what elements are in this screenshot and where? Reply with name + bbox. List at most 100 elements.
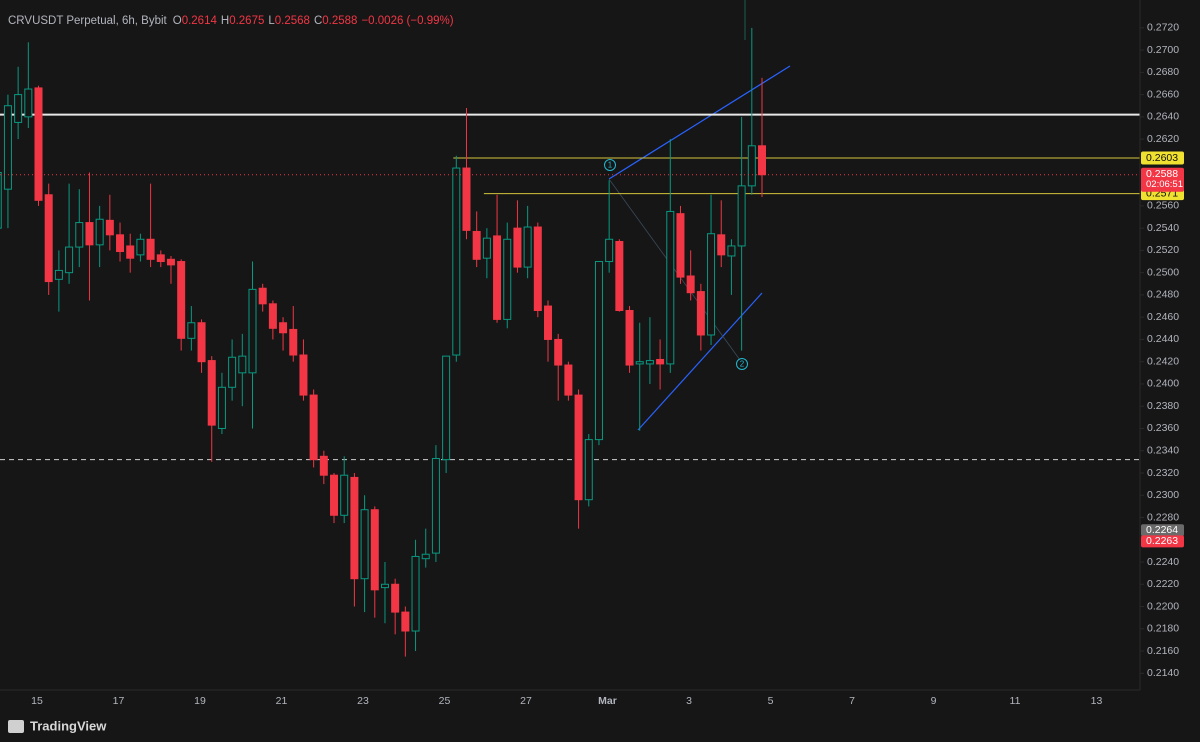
candle-body	[146, 238, 155, 260]
candle-body	[717, 234, 726, 256]
price-badge	[1141, 524, 1184, 537]
candle-body	[696, 291, 705, 336]
candle-body	[207, 360, 216, 426]
x-tick-label: Mar	[598, 695, 617, 707]
candle-body	[14, 94, 23, 123]
candle-body	[116, 234, 125, 253]
x-tick-label: 17	[113, 695, 125, 707]
candle-body	[370, 509, 379, 591]
candle-body	[350, 476, 359, 580]
header-part: 0.2588	[322, 15, 357, 27]
candle-body	[75, 222, 84, 248]
x-tick-label: 25	[439, 695, 451, 707]
y-tick-label: 0.2300	[1147, 489, 1179, 501]
header-part: CRVUSDT Perpetual, 6h, Bybit	[8, 15, 168, 27]
candle-body	[584, 439, 593, 501]
y-tick-label: 0.2280	[1147, 511, 1179, 523]
candle-body	[391, 583, 400, 613]
candle-body	[523, 226, 532, 268]
candle-body	[533, 226, 542, 311]
x-tick-label: 5	[768, 695, 774, 707]
x-tick-label: 3	[686, 695, 692, 707]
y-tick-label: 0.2620	[1147, 133, 1179, 145]
y-tick-label: 0.2180	[1147, 623, 1179, 635]
candle-body	[605, 238, 614, 263]
y-tick-label: 0.2360	[1147, 422, 1179, 434]
y-tick-label: 0.2540	[1147, 222, 1179, 234]
candle-body	[676, 213, 685, 278]
candle-body	[166, 258, 175, 266]
last-price-label: 0.2588	[1146, 168, 1178, 180]
candle-body	[442, 355, 451, 461]
candle-body	[54, 269, 63, 280]
price-badge-label: 0.2263	[1146, 535, 1178, 547]
candle-body	[421, 553, 430, 560]
candle-body	[279, 322, 288, 334]
candle-body	[564, 364, 573, 396]
price-badge-label: 0.2264	[1146, 524, 1178, 536]
brand: TradingView	[8, 718, 107, 733]
candle-body	[268, 303, 277, 329]
y-tick-label: 0.2500	[1147, 266, 1179, 278]
y-tick-label: 0.2520	[1147, 244, 1179, 256]
header-part: C	[314, 15, 322, 27]
x-tick-label: 27	[520, 695, 532, 707]
x-tick-label: 11	[1010, 695, 1021, 707]
candle-body	[554, 338, 563, 366]
y-tick-label: 0.2200	[1147, 600, 1179, 612]
x-tick-label: 19	[194, 695, 206, 707]
annotation-circle	[604, 159, 616, 171]
y-tick-label: 0.2460	[1147, 311, 1179, 323]
header-part: L	[268, 15, 275, 27]
x-tick-label: 13	[1091, 695, 1103, 707]
y-tick-label: 0.2220	[1147, 578, 1179, 590]
candle-body	[299, 354, 308, 396]
candle-body	[452, 167, 461, 356]
x-tick-label: 23	[357, 695, 369, 707]
header: CRVUSDT Perpetual, 6h, Bybit O0.2614 H0.26…	[8, 15, 454, 27]
candle-body	[65, 246, 74, 274]
candle-body	[24, 88, 33, 118]
header-part: 0.2675	[229, 15, 264, 27]
header-part: 0.2614	[182, 15, 218, 27]
header-part: O	[173, 15, 182, 27]
candle-body	[493, 235, 502, 320]
y-tick-label: 0.2340	[1147, 445, 1179, 457]
trend-line	[608, 65, 791, 180]
candle-body	[747, 145, 756, 187]
candle-body	[707, 233, 716, 336]
candle-body	[574, 394, 583, 501]
candle-body	[197, 322, 206, 363]
candle-body	[513, 227, 522, 268]
price-badge	[1141, 535, 1184, 548]
brand-logo	[8, 720, 24, 733]
y-tick-label: 0.2160	[1147, 645, 1179, 657]
plot-area	[0, 0, 1140, 657]
candle-body	[95, 218, 104, 246]
candle-body	[319, 455, 328, 476]
x-tick-label: 9	[931, 695, 937, 707]
candle-body	[645, 360, 654, 365]
candle-body	[187, 322, 196, 339]
y-tick-label: 0.2240	[1147, 556, 1179, 568]
candle-body	[360, 509, 369, 580]
y-tick-label: 0.2560	[1147, 200, 1179, 212]
y-tick-label: 0.2400	[1147, 378, 1179, 390]
candle-body	[401, 611, 410, 632]
y-tick-label: 0.2320	[1147, 467, 1179, 479]
candle-body	[238, 355, 247, 374]
candle-body	[482, 237, 491, 259]
candle-body	[156, 254, 165, 263]
y-tick-label: 0.2700	[1147, 44, 1179, 56]
y-tick-label: 0.2140	[1147, 667, 1179, 679]
y-tick-label: 0.2440	[1147, 333, 1179, 345]
annotation-label: 2	[740, 360, 745, 369]
candle-body	[666, 210, 675, 365]
candle-body	[686, 275, 695, 294]
candle-body	[85, 222, 94, 246]
candle-body	[615, 241, 624, 311]
candle-body	[380, 583, 389, 589]
candle-body	[330, 474, 339, 516]
